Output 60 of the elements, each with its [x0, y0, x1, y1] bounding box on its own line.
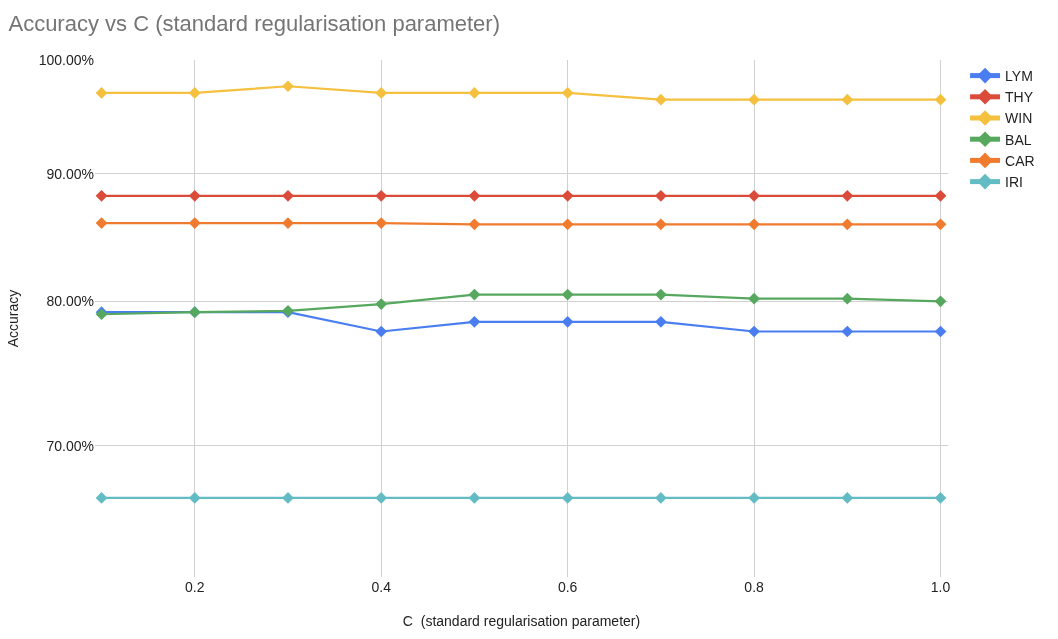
x-tick-label: 0.4	[371, 579, 392, 595]
legend-label: CAR	[1005, 152, 1035, 169]
point	[934, 189, 947, 202]
y-tick-label: 90.00%	[46, 165, 94, 182]
point	[934, 325, 947, 338]
point	[655, 93, 667, 106]
point	[468, 315, 481, 328]
point	[375, 298, 388, 310]
point	[841, 292, 854, 305]
x-tick-label: 0.6	[557, 579, 578, 595]
point	[468, 87, 481, 99]
point	[375, 325, 388, 338]
point	[655, 218, 667, 231]
point	[95, 492, 108, 504]
legend-label: THY	[1005, 89, 1034, 106]
x-tick-label: 0.2	[185, 579, 205, 595]
point	[841, 218, 854, 231]
x-tick-label: 1.0	[930, 579, 951, 595]
point	[748, 292, 760, 305]
point	[561, 315, 574, 328]
legend-label: IRI	[1005, 174, 1023, 191]
chart-title: Accuracy vs C (standard regularisation parameter)	[8, 11, 500, 37]
point	[468, 288, 481, 301]
point	[655, 288, 667, 301]
point	[95, 189, 108, 202]
x-tick-label: 0.8	[744, 579, 765, 595]
point	[841, 189, 854, 202]
legend-label: LYM	[1005, 68, 1033, 85]
point	[655, 315, 667, 328]
point	[561, 288, 574, 301]
point	[655, 189, 667, 202]
point	[655, 492, 667, 504]
point	[934, 492, 947, 504]
point	[841, 93, 854, 106]
point	[282, 189, 294, 202]
point	[934, 295, 947, 308]
point	[748, 93, 760, 106]
point	[282, 80, 294, 93]
point	[934, 93, 947, 106]
point	[375, 217, 388, 229]
point	[468, 492, 481, 504]
legend-label: BAL	[1005, 131, 1032, 148]
point	[748, 189, 760, 202]
x-axis-title: C (standard regularisation parameter)	[402, 613, 641, 630]
point	[561, 218, 574, 231]
y-tick-label: 100.00%	[38, 51, 94, 68]
point	[95, 217, 108, 229]
point	[934, 218, 947, 231]
point	[748, 325, 760, 338]
point	[188, 189, 201, 202]
y-tick-label: 80.00%	[46, 293, 94, 310]
y-axis-title: Accuracy	[5, 289, 22, 348]
point	[748, 218, 760, 231]
legend-label: WIN	[1005, 110, 1033, 127]
point	[841, 325, 854, 338]
point	[95, 87, 108, 99]
y-tick-label: 70.00%	[46, 437, 94, 454]
point	[468, 189, 481, 202]
point	[468, 218, 481, 231]
point	[561, 189, 574, 202]
